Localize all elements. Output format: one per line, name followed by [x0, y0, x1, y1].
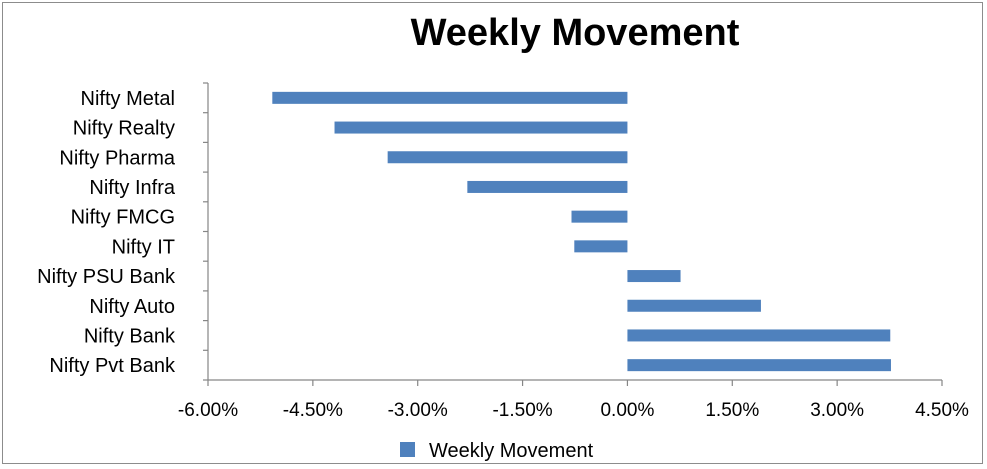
category-label: Nifty Pvt Bank	[49, 355, 176, 377]
x-tick-label: 0.00%	[600, 400, 654, 421]
category-label: Nifty IT	[112, 236, 175, 258]
category-label: Nifty Infra	[89, 177, 175, 199]
bar-nifty-infra	[467, 180, 628, 193]
bar-nifty-psu-bank	[627, 270, 681, 283]
x-tick-label: 1.50%	[705, 400, 759, 421]
bar-nifty-pvt-bank	[627, 359, 891, 372]
category-label: Nifty Metal	[81, 88, 175, 110]
bar-nifty-realty	[334, 121, 628, 134]
bars-group	[272, 91, 891, 372]
category-label: Nifty Bank	[84, 325, 176, 347]
x-tick-label: -3.00%	[388, 400, 448, 421]
chart-frame	[2, 2, 983, 464]
bar-nifty-pharma	[387, 151, 628, 164]
bar-nifty-metal	[272, 91, 628, 104]
bar-nifty-it	[574, 240, 628, 253]
category-label: Nifty PSU Bank	[37, 266, 176, 288]
axes-group	[203, 82, 943, 386]
legend-swatch	[400, 442, 415, 457]
x-tick-label: 4.50%	[915, 400, 969, 421]
x-tick-label: -4.50%	[283, 400, 343, 421]
category-label: Nifty Auto	[89, 296, 175, 318]
legend-label-weekly-movement: Weekly Movement	[429, 440, 594, 462]
category-label: Nifty Pharma	[59, 147, 175, 169]
category-label: Nifty Realty	[73, 118, 175, 140]
category-labels: Nifty Metal Nifty Realty Nifty Pharma Nifty…	[37, 88, 176, 377]
bar-nifty-bank	[627, 329, 891, 342]
x-tick-label: 3.00%	[810, 400, 864, 421]
x-tick-label: -6.00%	[178, 400, 238, 421]
category-label: Nifty FMCG	[71, 207, 175, 229]
bar-nifty-fmcg	[571, 210, 628, 223]
bar-nifty-auto	[627, 299, 761, 312]
tick-labels: -6.00% -4.50% -3.00% -1.50% 0.00% 1.50% 3.00% 4…	[178, 400, 969, 421]
x-tick-label: -1.50%	[492, 400, 552, 421]
legend: Weekly Movement	[400, 440, 594, 462]
chart-title: Weekly Movement	[411, 12, 740, 54]
